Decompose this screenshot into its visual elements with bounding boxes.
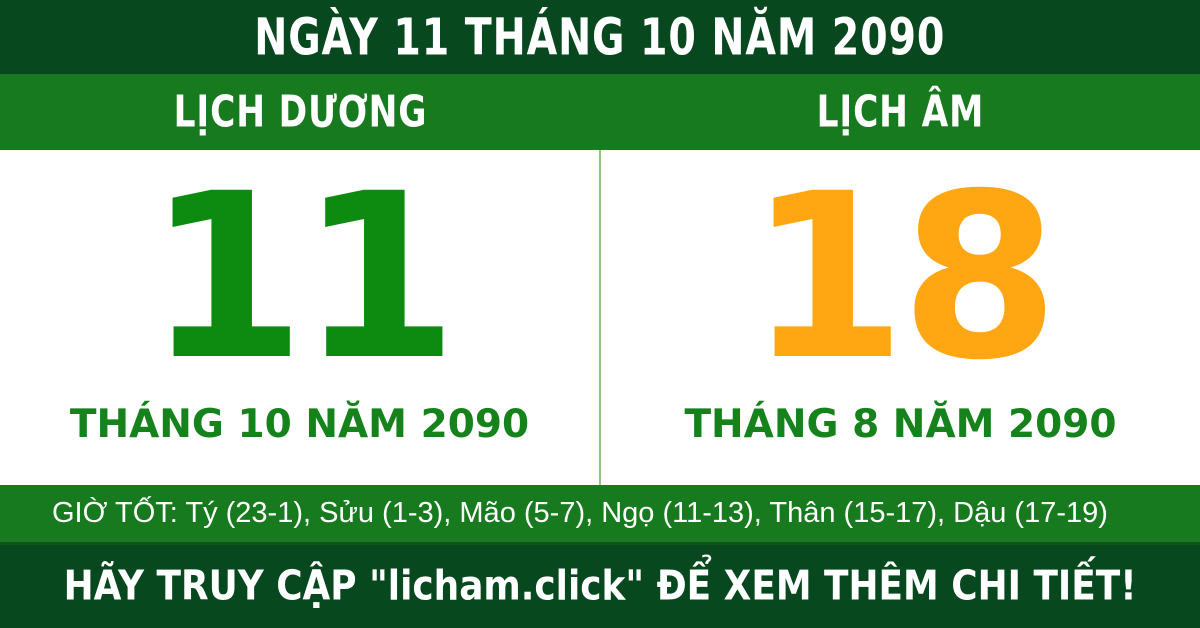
day-panels: 11 THÁNG 10 NĂM 2090 18 THÁNG 8 NĂM 2090 bbox=[0, 150, 1200, 485]
good-hours-text: GIỜ TỐT: Tý (23-1), Sửu (1-3), Mão (5-7)… bbox=[52, 497, 1108, 529]
solar-day-panel: 11 THÁNG 10 NĂM 2090 bbox=[0, 150, 599, 485]
good-hours-bar: GIỜ TỐT: Tý (23-1), Sửu (1-3), Mão (5-7)… bbox=[0, 485, 1200, 545]
footer-bar: HÃY TRUY CẬP "licham.click" ĐỂ XEM THÊM … bbox=[0, 545, 1200, 628]
solar-calendar-label: LỊCH DƯƠNG bbox=[173, 86, 427, 138]
lunar-month-year: THÁNG 8 NĂM 2090 bbox=[684, 402, 1117, 448]
page-title: NGÀY 11 THÁNG 10 NĂM 2090 bbox=[254, 7, 946, 67]
date-title-bar: NGÀY 11 THÁNG 10 NĂM 2090 bbox=[0, 0, 1200, 74]
lunar-calendar-header-cell: LỊCH ÂM bbox=[600, 74, 1200, 150]
solar-month-year: THÁNG 10 NĂM 2090 bbox=[69, 402, 530, 448]
lunar-day-panel: 18 THÁNG 8 NĂM 2090 bbox=[601, 150, 1200, 485]
footer-message: HÃY TRUY CẬP "licham.click" ĐỂ XEM THÊM … bbox=[63, 563, 1137, 610]
solar-day-number: 11 bbox=[146, 143, 458, 410]
lunar-calendar-label: LỊCH ÂM bbox=[816, 86, 984, 138]
solar-calendar-header-cell: LỊCH DƯƠNG bbox=[0, 74, 600, 150]
panel-divider bbox=[599, 150, 601, 485]
lunar-day-number: 18 bbox=[747, 143, 1059, 410]
calendar-type-header-bar: LỊCH DƯƠNG LỊCH ÂM bbox=[0, 74, 1200, 150]
